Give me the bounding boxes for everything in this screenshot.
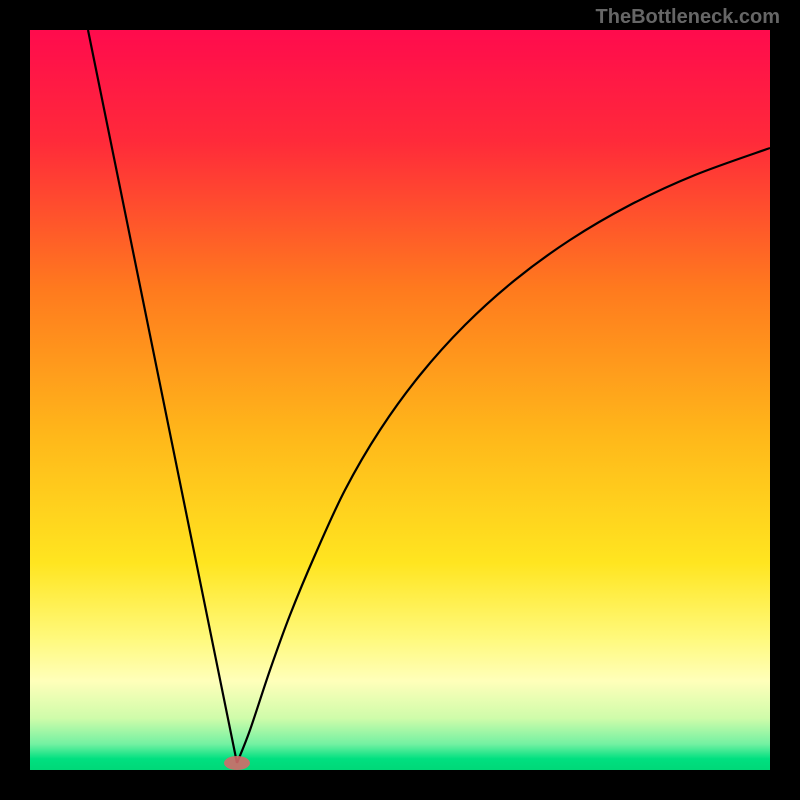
minimum-marker (224, 756, 250, 770)
watermark-text: TheBottleneck.com (596, 6, 780, 29)
bottleneck-chart (0, 0, 800, 800)
